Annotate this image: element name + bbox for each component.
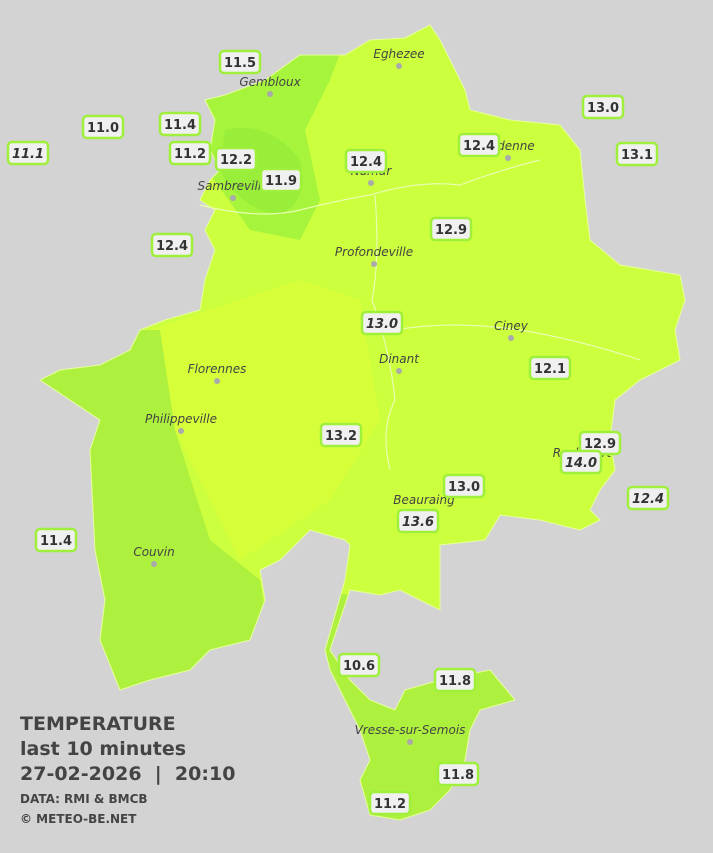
town-dot — [396, 368, 402, 374]
town-dot — [396, 63, 402, 69]
reading-value: 13.0 — [366, 317, 398, 332]
town-dot — [151, 561, 157, 567]
reading-value: 12.4 — [463, 139, 495, 154]
reading-badge — [442, 473, 486, 499]
town-label: Ciney — [494, 319, 529, 333]
reading-value: 12.4 — [632, 492, 664, 507]
reading-badge — [581, 94, 625, 120]
legend: TEMPERATURE last 10 minutes 27-02-2026 |… — [20, 713, 235, 826]
town-dot — [407, 739, 413, 745]
reading-badge — [368, 790, 412, 816]
reading-value: 13.0 — [587, 101, 619, 116]
legend-subtitle: last 10 minutes — [20, 738, 186, 760]
legend-credit: © METEO-BE.NET — [20, 812, 137, 826]
reading-badge — [214, 146, 258, 172]
reading-value: 13.0 — [448, 480, 480, 495]
town-label: Couvin — [133, 545, 174, 559]
reading-badge — [218, 49, 262, 75]
reading-value: 12.2 — [220, 153, 252, 168]
reading-value: 13.2 — [325, 429, 357, 444]
reading-value: 11.1 — [12, 147, 44, 162]
rivers — [199, 159, 641, 471]
reading-value: 11.4 — [164, 118, 196, 133]
reading-value: 12.9 — [435, 223, 467, 238]
reading-badge — [168, 140, 212, 166]
reading-badge — [626, 485, 670, 511]
reading-value: 11.4 — [40, 534, 72, 549]
town-dot — [230, 195, 236, 201]
reading-badge — [150, 232, 194, 258]
town-label: Beauraing — [393, 493, 455, 507]
reading-value: 11.0 — [87, 121, 119, 136]
reading-badge — [528, 355, 572, 381]
reading-badge — [457, 132, 501, 158]
town-label: Sambreville — [197, 179, 268, 193]
reading-badge — [433, 667, 477, 693]
reading-value: 11.8 — [439, 674, 471, 689]
town-label: Dinant — [379, 352, 420, 366]
reading-value: 13.1 — [621, 148, 653, 163]
town-label: Florennes — [188, 362, 247, 376]
reading-badge — [559, 449, 603, 475]
reading-badge — [344, 148, 388, 174]
legend-datetime: 27-02-2026 | 20:10 — [20, 763, 235, 785]
reading-badge — [319, 422, 363, 448]
town-label: Philippeville — [145, 412, 217, 426]
town-label: Vresse-sur-Semois — [355, 723, 466, 737]
reading-value: 12.9 — [584, 437, 616, 452]
town-label: Gembloux — [239, 75, 301, 89]
town-dot — [508, 335, 514, 341]
reading-value: 14.0 — [565, 456, 597, 471]
reading-value: 11.8 — [442, 768, 474, 783]
reading-value: 11.2 — [374, 797, 406, 812]
town-dot — [505, 155, 511, 161]
town-dot — [214, 378, 220, 384]
town-dot — [267, 91, 273, 97]
reading-badge — [6, 140, 50, 166]
reading-value: 13.6 — [402, 515, 434, 530]
reading-badge — [429, 216, 473, 242]
reading-badge — [436, 761, 480, 787]
town-dot — [371, 261, 377, 267]
reading-value: 11.2 — [174, 147, 206, 162]
town-label: Profondeville — [335, 245, 413, 259]
town-dot — [178, 428, 184, 434]
reading-value: 12.4 — [156, 239, 188, 254]
town-dot — [368, 180, 374, 186]
reading-badge — [158, 111, 202, 137]
reading-value: 12.1 — [534, 362, 566, 377]
reading-badge — [34, 527, 78, 553]
legend-source: DATA: RMI & BMCB — [20, 792, 148, 806]
legend-title: TEMPERATURE — [20, 713, 176, 735]
reading-badge — [259, 167, 303, 193]
reading-value: 10.6 — [343, 659, 375, 674]
reading-value: 12.4 — [350, 155, 382, 170]
reading-badge — [396, 508, 440, 534]
reading-value: 11.5 — [224, 56, 256, 71]
reading-badge — [81, 114, 125, 140]
town-label: Eghezee — [373, 47, 424, 61]
reading-badge — [360, 310, 404, 336]
reading-value: 11.9 — [265, 174, 297, 189]
reading-badge — [337, 652, 381, 678]
reading-badge — [615, 141, 659, 167]
